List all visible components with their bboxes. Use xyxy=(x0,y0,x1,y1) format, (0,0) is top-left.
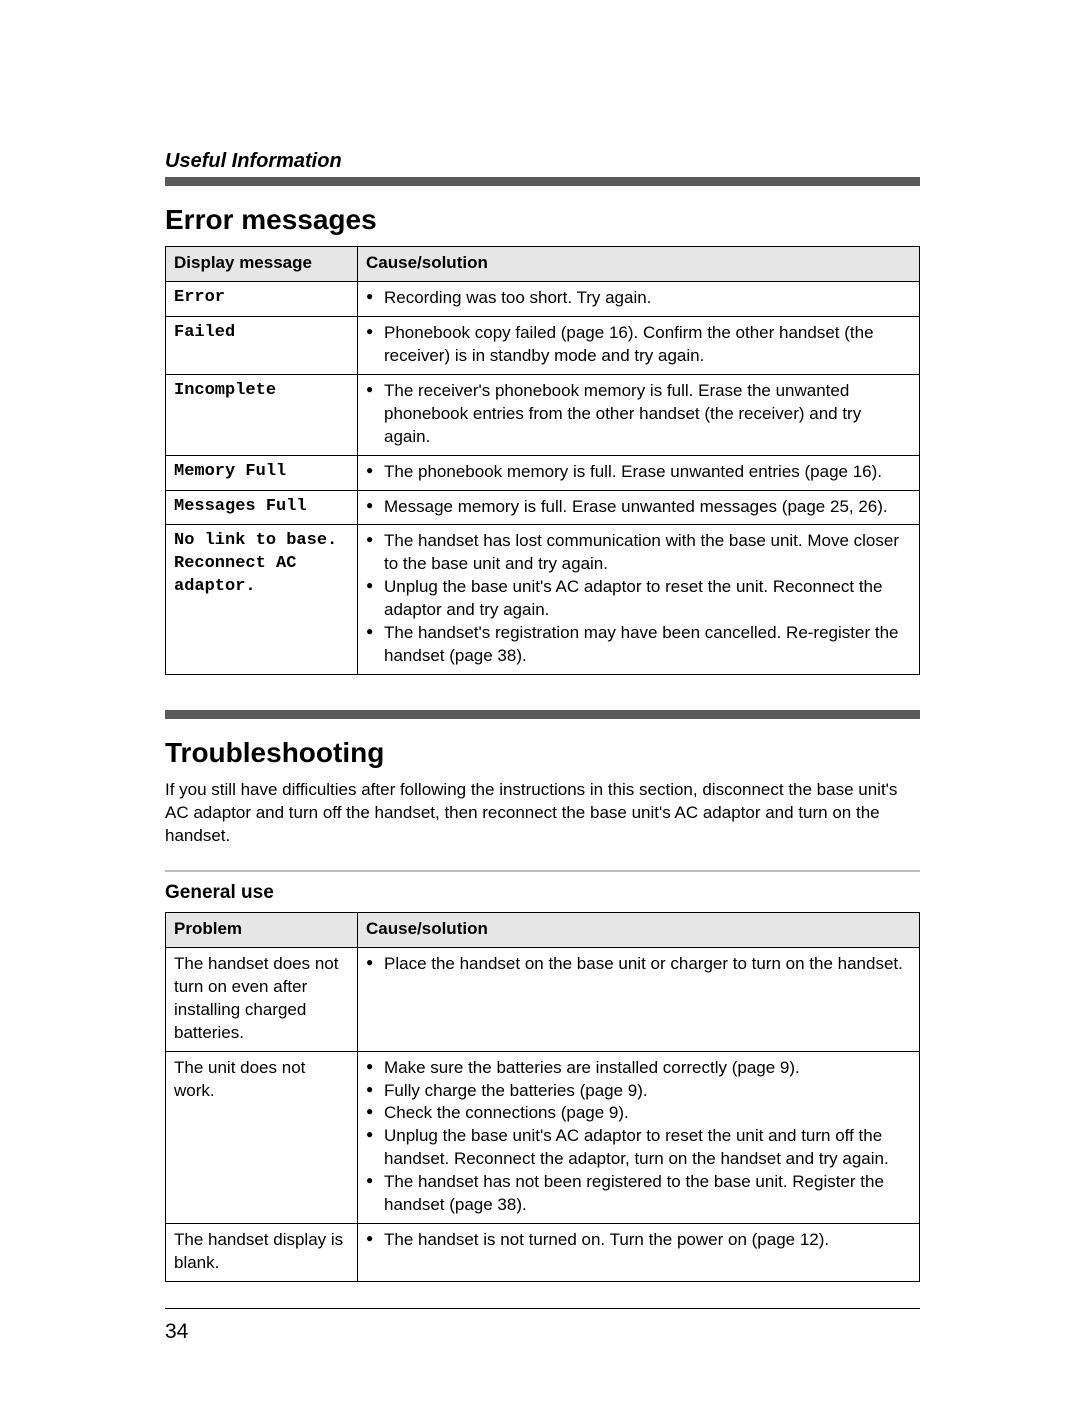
display-message-text: Failed xyxy=(174,322,349,345)
display-message-text: Memory Full xyxy=(174,461,349,484)
cause-solution-cell: Message memory is full. Erase unwanted m… xyxy=(358,490,920,525)
table-row: Incomplete The receiver's phonebook memor… xyxy=(166,374,920,455)
table-row: The handset display is blank. The handset… xyxy=(166,1224,920,1282)
bullet-list: The phonebook memory is full. Erase unwa… xyxy=(366,461,911,484)
table-row: Memory Full The phonebook memory is full.… xyxy=(166,455,920,490)
bullet-item: Message memory is full. Erase unwanted m… xyxy=(366,496,911,519)
bullet-list: Recording was too short. Try again. xyxy=(366,287,911,310)
manual-page: Useful Information Error messages Displa… xyxy=(0,0,1080,1404)
display-message-text: Incomplete xyxy=(174,380,349,403)
table-row: No link to base.Reconnect ACadaptor. The … xyxy=(166,525,920,675)
cause-solution-cell: Recording was too short. Try again. xyxy=(358,281,920,316)
display-message-cell: Memory Full xyxy=(166,455,358,490)
bullet-item: Recording was too short. Try again. xyxy=(366,287,911,310)
display-message-cell: No link to base.Reconnect ACadaptor. xyxy=(166,525,358,675)
cause-solution-cell: The handset is not turned on. Turn the p… xyxy=(358,1224,920,1282)
bullet-item: The receiver's phonebook memory is full.… xyxy=(366,380,911,449)
bullet-item: Fully charge the batteries (page 9). xyxy=(366,1080,911,1103)
troubleshooting-body: The handset does not turn on even after … xyxy=(166,947,920,1281)
display-message-text: Messages Full xyxy=(174,496,349,519)
footer-rule xyxy=(165,1308,920,1309)
col-cause-solution: Cause/solution xyxy=(358,912,920,947)
table-header-row: Display message Cause/solution xyxy=(166,247,920,282)
bullet-list: The handset is not turned on. Turn the p… xyxy=(366,1229,911,1252)
cause-solution-cell: The receiver's phonebook memory is full.… xyxy=(358,374,920,455)
bullet-item: The handset has not been registered to t… xyxy=(366,1171,911,1217)
table-row: The unit does not work. Make sure the bat… xyxy=(166,1051,920,1224)
col-display-message: Display message xyxy=(166,247,358,282)
bullet-list: The handset has lost communication with … xyxy=(366,530,911,668)
error-messages-table: Display message Cause/solution Error Reco… xyxy=(165,246,920,675)
troubleshooting-table: Problem Cause/solution The handset does … xyxy=(165,912,920,1282)
table-header-row: Problem Cause/solution xyxy=(166,912,920,947)
bullet-item: Phonebook copy failed (page 16). Confirm… xyxy=(366,322,911,368)
col-problem: Problem xyxy=(166,912,358,947)
bullet-list: The receiver's phonebook memory is full.… xyxy=(366,380,911,449)
bullet-item: The phonebook memory is full. Erase unwa… xyxy=(366,461,911,484)
divider-thin xyxy=(165,870,920,872)
table-row: Messages Full Message memory is full. Era… xyxy=(166,490,920,525)
bullet-item: Place the handset on the base unit or ch… xyxy=(366,953,911,976)
table-row: Error Recording was too short. Try again. xyxy=(166,281,920,316)
problem-cell: The handset does not turn on even after … xyxy=(166,947,358,1051)
bullet-item: The handset has lost communication with … xyxy=(366,530,911,576)
error-messages-body: Error Recording was too short. Try again.… xyxy=(166,281,920,674)
cause-solution-cell: Make sure the batteries are installed co… xyxy=(358,1051,920,1224)
bullet-list: Place the handset on the base unit or ch… xyxy=(366,953,911,976)
table-row: Failed Phonebook copy failed (page 16). C… xyxy=(166,316,920,374)
page-number: 34 xyxy=(165,1320,188,1344)
display-message-text: No link to base.Reconnect ACadaptor. xyxy=(174,530,349,599)
troubleshooting-title: Troubleshooting xyxy=(165,737,920,769)
error-messages-title: Error messages xyxy=(165,204,920,236)
display-message-cell: Error xyxy=(166,281,358,316)
bullet-item: The handset's registration may have been… xyxy=(366,622,911,668)
cause-solution-cell: The handset has lost communication with … xyxy=(358,525,920,675)
bullet-item: Unplug the base unit's AC adaptor to res… xyxy=(366,576,911,622)
col-cause-solution: Cause/solution xyxy=(358,247,920,282)
table-row: The handset does not turn on even after … xyxy=(166,947,920,1051)
bullet-item: The handset is not turned on. Turn the p… xyxy=(366,1229,911,1252)
cause-solution-cell: The phonebook memory is full. Erase unwa… xyxy=(358,455,920,490)
bullet-list: Make sure the batteries are installed co… xyxy=(366,1057,911,1218)
general-use-heading: General use xyxy=(165,882,920,904)
cause-solution-cell: Phonebook copy failed (page 16). Confirm… xyxy=(358,316,920,374)
divider-thick xyxy=(165,177,920,186)
display-message-cell: Incomplete xyxy=(166,374,358,455)
display-message-cell: Messages Full xyxy=(166,490,358,525)
troubleshooting-intro: If you still have difficulties after fol… xyxy=(165,779,920,848)
display-message-cell: Failed xyxy=(166,316,358,374)
bullet-item: Unplug the base unit's AC adaptor to res… xyxy=(366,1125,911,1171)
display-message-text: Error xyxy=(174,287,349,310)
problem-cell: The handset display is blank. xyxy=(166,1224,358,1282)
cause-solution-cell: Place the handset on the base unit or ch… xyxy=(358,947,920,1051)
bullet-list: Message memory is full. Erase unwanted m… xyxy=(366,496,911,519)
bullet-list: Phonebook copy failed (page 16). Confirm… xyxy=(366,322,911,368)
divider-thick xyxy=(165,710,920,719)
problem-cell: The unit does not work. xyxy=(166,1051,358,1224)
section-header: Useful Information xyxy=(165,150,920,173)
bullet-item: Check the connections (page 9). xyxy=(366,1102,911,1125)
bullet-item: Make sure the batteries are installed co… xyxy=(366,1057,911,1080)
